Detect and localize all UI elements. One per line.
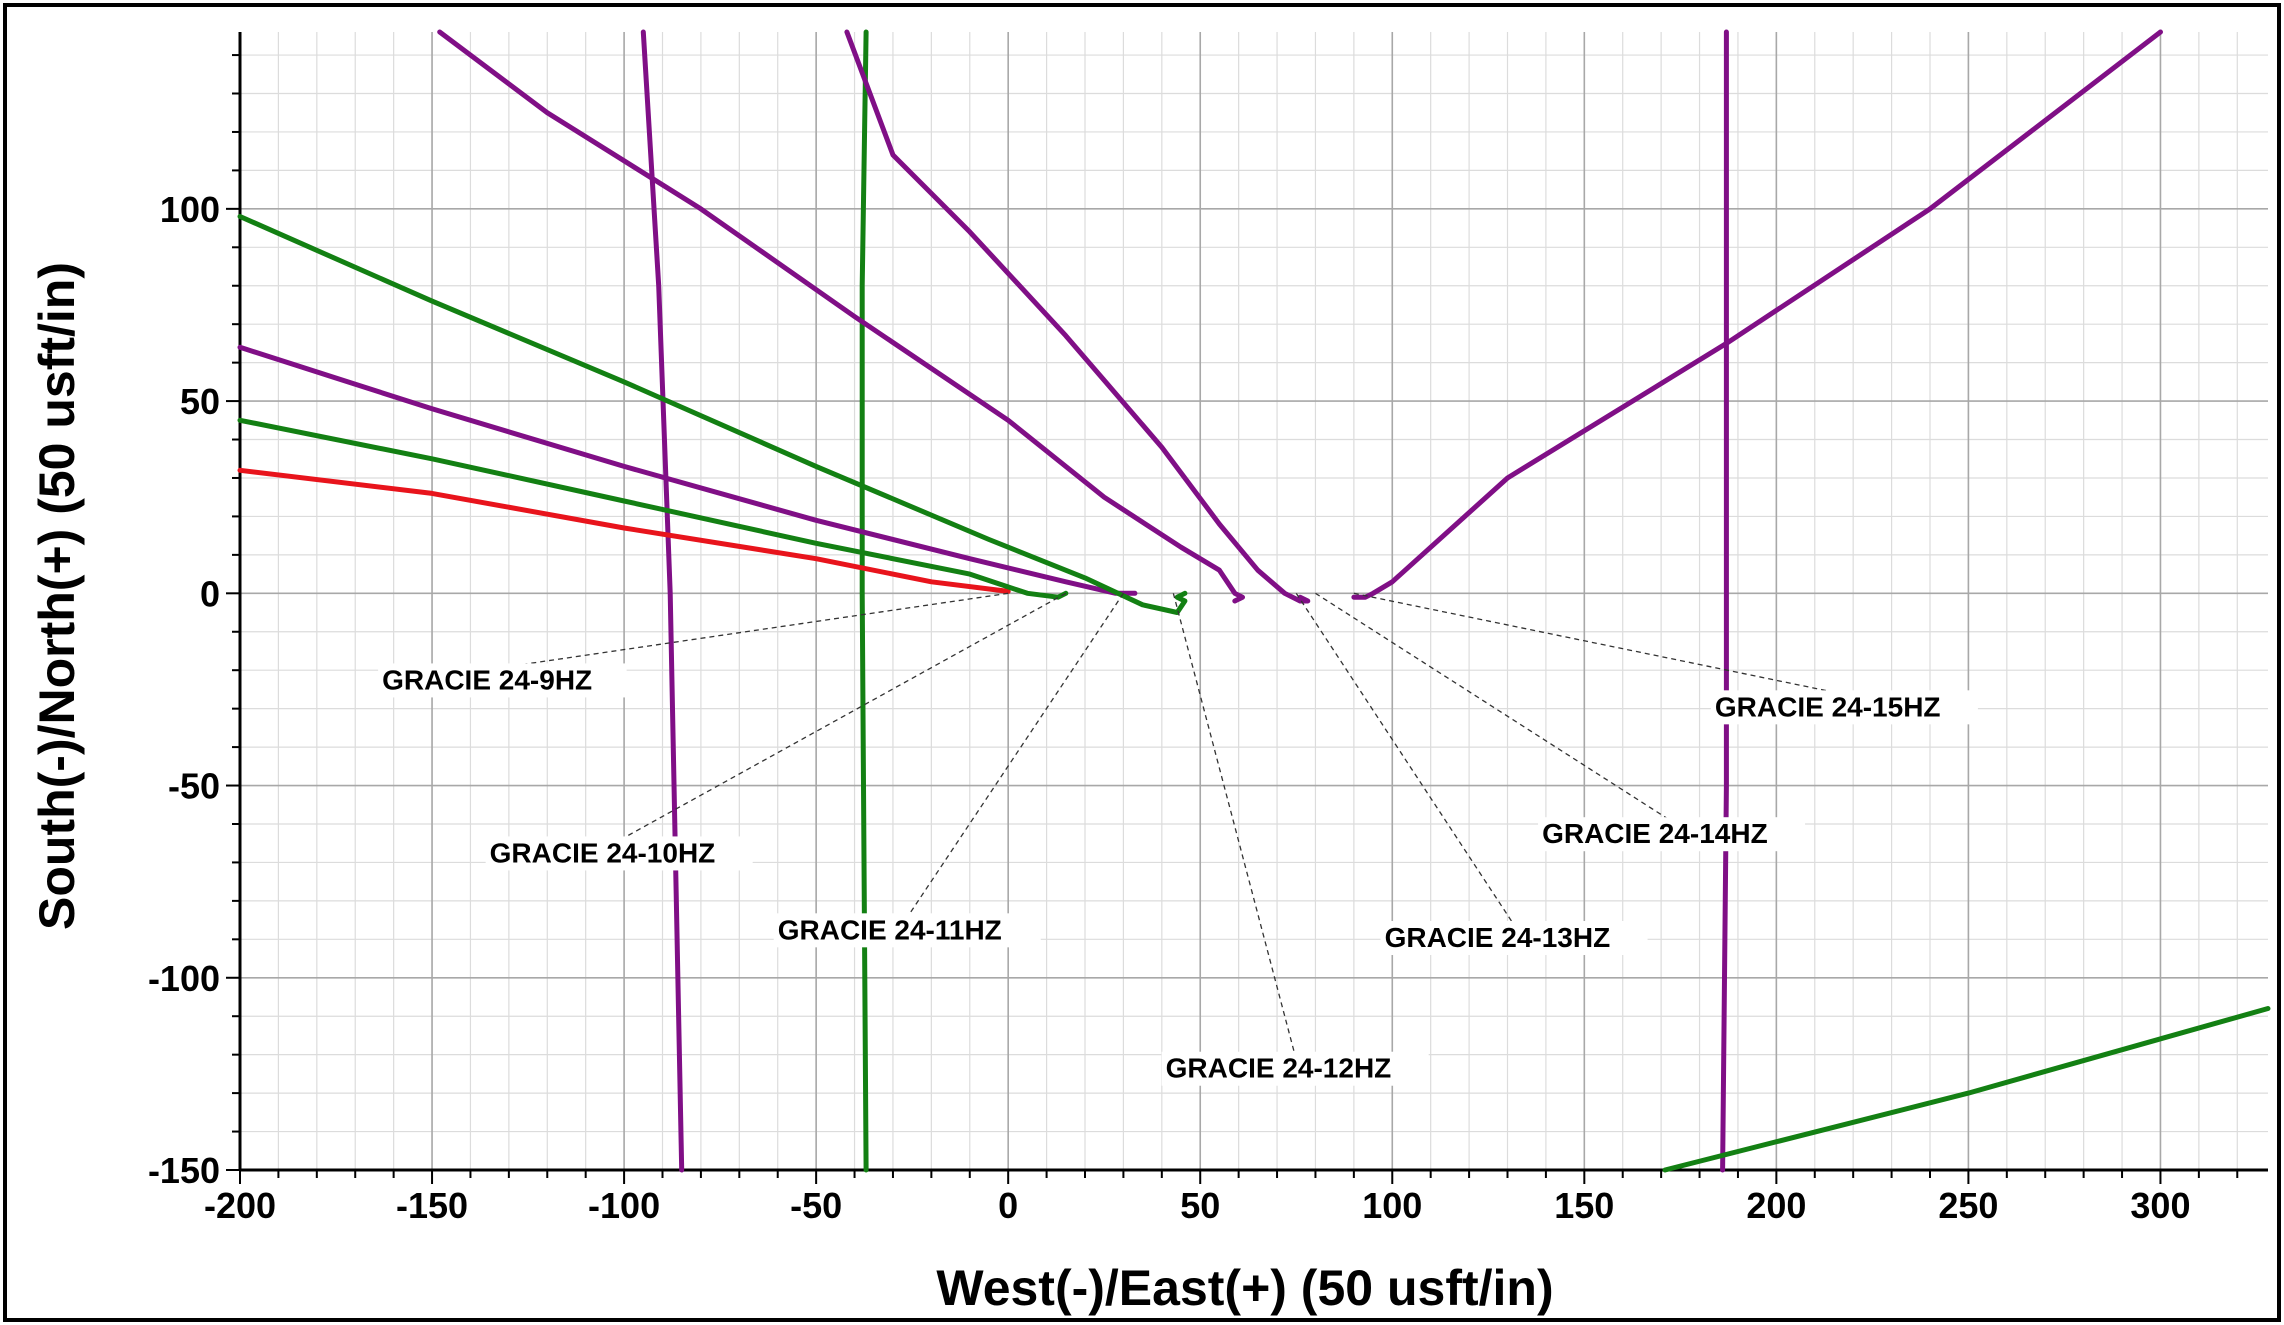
well-path-purple-1 (640, 29, 685, 1173)
leader-line (1172, 593, 1296, 1056)
y-axis-title: South(-)/North(+) (50 usft/in) (29, 262, 85, 930)
well-label: GRACIE 24-14HZ (1542, 818, 1768, 849)
y-tick-label: 0 (200, 573, 220, 614)
axis-ticks (226, 54, 2239, 1184)
well-path-green-2 (859, 29, 869, 1173)
major-grid (239, 32, 2268, 1171)
minor-grid (239, 32, 2268, 1171)
well-labels: GRACIE 24-9HZ GRACIE 24-10HZ GRACIE 24-11H… (378, 663, 1978, 1086)
y-tick-label: 100 (160, 189, 220, 230)
well-paths (237, 29, 2271, 1173)
well-path-green-6 (237, 417, 1069, 600)
label-background (378, 663, 627, 698)
leader-line (1295, 592, 1515, 926)
leader-line (618, 592, 1067, 842)
well-label: GRACIE 24-10HZ (490, 837, 716, 868)
well-path-red-5 (237, 467, 1011, 594)
x-tick-label: 150 (1554, 1185, 1614, 1226)
y-tick-label: -100 (148, 958, 220, 999)
x-tick-label: -200 (204, 1185, 276, 1226)
well-path-purple-3 (1720, 29, 1729, 1173)
x-tick-label: -100 (588, 1185, 660, 1226)
well-path-green-4 (1662, 1006, 2271, 1173)
label-background (485, 836, 753, 871)
well-label: GRACIE 24-13HZ (1385, 922, 1611, 953)
x-tick-label: 300 (2130, 1185, 2190, 1226)
well-label: GRACIE 24-15HZ (1715, 691, 1941, 722)
leader-line (1315, 592, 1672, 822)
x-tick-label: 100 (1362, 1185, 1422, 1226)
label-background (1538, 817, 1806, 852)
well-path-purple-9 (437, 29, 1245, 604)
well-label: GRACIE 24-12HZ (1166, 1053, 1392, 1084)
x-tick-label: 0 (998, 1185, 1018, 1226)
y-tick-label: -150 (148, 1150, 220, 1191)
leader-line (502, 592, 1009, 669)
leader-line (1353, 592, 1845, 695)
y-tick-label: 50 (180, 381, 220, 422)
y-tick-label: -50 (168, 766, 220, 807)
chart-frame (3, 3, 2281, 1322)
well-label: GRACIE 24-11HZ (778, 914, 1002, 945)
label-background (1710, 690, 1978, 725)
well-path-green-8 (237, 214, 1188, 615)
x-tick-label: -150 (396, 1185, 468, 1226)
x-tick-label: 250 (1938, 1185, 1998, 1226)
x-tick-label: 200 (1746, 1185, 1806, 1226)
label-background (1161, 1051, 1429, 1086)
well-path-purple-11 (1351, 29, 2163, 600)
well-path-purple-7 (237, 344, 1138, 596)
leader-line (906, 592, 1124, 918)
tick-labels: -200 -150 -100 -50 0 50 100 150 200 250 300-150-10… (148, 189, 2191, 1226)
label-background (1380, 921, 1648, 956)
axes (238, 32, 2268, 1172)
well-label: GRACIE 24-9HZ (382, 664, 592, 695)
well-path-purple-10 (844, 29, 1311, 604)
label-leader-lines (502, 592, 1845, 1056)
x-axis-title: West(-)/East(+) (50 usft/in) (936, 1260, 1553, 1316)
label-background (773, 913, 1041, 948)
x-tick-label: 50 (1180, 1185, 1220, 1226)
x-tick-label: -50 (790, 1185, 842, 1226)
